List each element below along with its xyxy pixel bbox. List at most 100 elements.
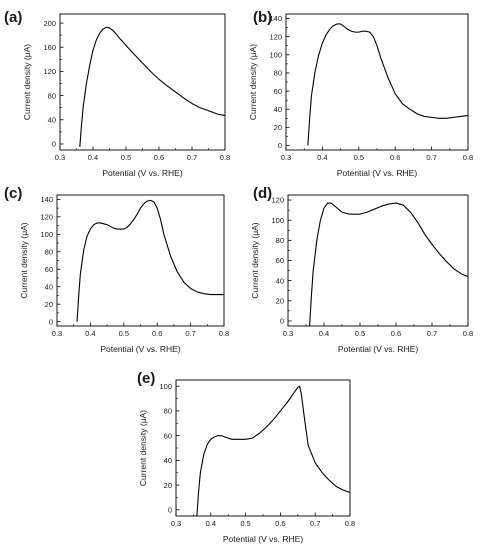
y-tick-label: 40 [164, 456, 172, 465]
x-tick-label: 0.6 [391, 329, 401, 338]
y-axis-title: Current density (μA) [22, 44, 32, 120]
x-tick-label: 0.4 [88, 153, 98, 162]
x-tick-label: 0.7 [310, 519, 320, 528]
y-tick-label: 40 [45, 282, 53, 291]
y-tick-label: 40 [276, 276, 284, 285]
y-tick-label: 40 [274, 105, 282, 114]
y-tick-label: 80 [164, 407, 172, 416]
x-axis-title: Potential (V vs. RHE) [337, 168, 417, 178]
panel-label: (c) [4, 185, 22, 202]
y-tick-label: 60 [45, 265, 53, 274]
plot-frame [59, 13, 226, 151]
plot-frame [175, 379, 351, 517]
y-tick-label: 0 [280, 317, 284, 326]
x-tick-label: 0.5 [354, 153, 364, 162]
y-tick-label: 20 [164, 481, 172, 490]
x-tick-label: 0.7 [185, 329, 195, 338]
y-tick-label: 80 [274, 69, 282, 78]
panel-label: (a) [4, 9, 22, 26]
x-tick-label: 0.3 [55, 153, 65, 162]
x-axis-title: Potential (V vs. RHE) [100, 344, 180, 354]
y-tick-label: 20 [274, 123, 282, 132]
y-axis-title: Current density (μA) [19, 222, 29, 298]
axis-ticks: 0.3 0.4 0.5 0.6 0.7 0.8 0 20 40 60 80 100 120 140 [40, 195, 229, 338]
y-axis-title: Current density (μA) [248, 44, 258, 120]
data-line [79, 26, 226, 148]
axis-ticks: 0.3 0.4 0.5 0.6 0.7 0.8 0 20 40 60 80 100 120 140 [269, 14, 473, 162]
x-tick-label: 0.4 [317, 153, 327, 162]
x-tick-label: 0.8 [463, 153, 473, 162]
x-tick-label: 0.8 [220, 153, 230, 162]
x-tick-label: 0.7 [187, 153, 197, 162]
x-tick-label: 0.8 [463, 329, 473, 338]
y-tick-label: 100 [159, 382, 172, 391]
plot-frame [285, 13, 469, 151]
y-tick-label: 160 [43, 43, 56, 52]
panel-e: (e) Potential (V vs. RHE) Current densit… [137, 370, 355, 544]
x-tick-label: 0.5 [355, 329, 365, 338]
x-tick-label: 0.3 [281, 153, 291, 162]
x-tick-label: 0.4 [206, 519, 216, 528]
y-tick-label: 140 [269, 14, 282, 23]
y-tick-label: 20 [45, 300, 53, 309]
x-tick-label: 0.3 [171, 519, 181, 528]
x-tick-label: 0.3 [283, 329, 293, 338]
x-axis-title: Potential (V vs. RHE) [223, 534, 303, 544]
x-tick-label: 0.4 [85, 329, 95, 338]
y-tick-label: 80 [45, 247, 53, 256]
y-tick-label: 100 [271, 216, 284, 225]
plot-frame [287, 194, 469, 327]
y-tick-label: 80 [48, 91, 56, 100]
x-tick-label: 0.3 [52, 329, 62, 338]
x-tick-label: 0.8 [219, 329, 229, 338]
x-tick-label: 0.6 [152, 329, 162, 338]
panel-c: (c) Potential (V vs. RHE) Current densit… [4, 185, 229, 354]
x-tick-label: 0.7 [427, 329, 437, 338]
y-tick-label: 100 [40, 230, 53, 239]
x-tick-label: 0.6 [390, 153, 400, 162]
y-tick-label: 0 [168, 506, 172, 515]
x-tick-label: 0.6 [154, 153, 164, 162]
y-tick-label: 100 [269, 51, 282, 60]
y-axis-title: Current density (μA) [138, 410, 148, 486]
x-tick-label: 0.5 [121, 153, 131, 162]
axis-ticks: 0.3 0.4 0.5 0.6 0.7 0.8 0 20 40 60 80 100 [159, 382, 355, 528]
x-axis-title: Potential (V vs. RHE) [338, 344, 418, 354]
y-tick-label: 60 [276, 256, 284, 265]
panel-a: (a) Potential (V vs. RHE) Current densit… [4, 9, 230, 178]
x-tick-label: 0.5 [240, 519, 250, 528]
y-axis-title: Current density (μA) [250, 222, 260, 298]
y-tick-label: 140 [40, 195, 53, 204]
x-tick-label: 0.6 [275, 519, 285, 528]
panel-label: (d) [253, 185, 272, 202]
y-tick-label: 0 [278, 141, 282, 150]
panel-b: (b) Potential (V vs. RHE) Current densit… [248, 9, 473, 178]
y-tick-label: 0 [49, 317, 53, 326]
y-tick-label: 120 [43, 67, 56, 76]
y-tick-label: 120 [269, 32, 282, 41]
y-tick-label: 0 [52, 140, 56, 149]
x-tick-label: 0.8 [345, 519, 355, 528]
panel-d: (d) Potential (V vs. RHE) Current densit… [250, 185, 473, 354]
y-tick-label: 80 [276, 236, 284, 245]
y-tick-label: 20 [276, 297, 284, 306]
x-tick-label: 0.7 [426, 153, 436, 162]
data-line [309, 202, 469, 327]
panel-label: (e) [137, 370, 155, 387]
panel-label: (b) [253, 9, 272, 26]
data-line [307, 23, 469, 146]
y-tick-label: 120 [271, 196, 284, 205]
y-tick-label: 120 [40, 213, 53, 222]
plot-frame [56, 194, 225, 327]
y-tick-label: 60 [274, 87, 282, 96]
y-tick-label: 40 [48, 115, 56, 124]
axis-ticks: 0.3 0.4 0.5 0.6 0.7 0.8 0 20 40 60 80 100 120 [271, 196, 473, 338]
x-tick-label: 0.5 [119, 329, 129, 338]
axis-ticks: 0.3 0.4 0.5 0.6 0.7 0.8 0 40 80 120 160 200 [43, 19, 230, 162]
y-tick-label: 200 [43, 19, 56, 28]
data-line [196, 385, 351, 517]
data-line [76, 199, 224, 322]
x-axis-title: Potential (V vs. RHE) [102, 168, 182, 178]
x-tick-label: 0.4 [319, 329, 329, 338]
